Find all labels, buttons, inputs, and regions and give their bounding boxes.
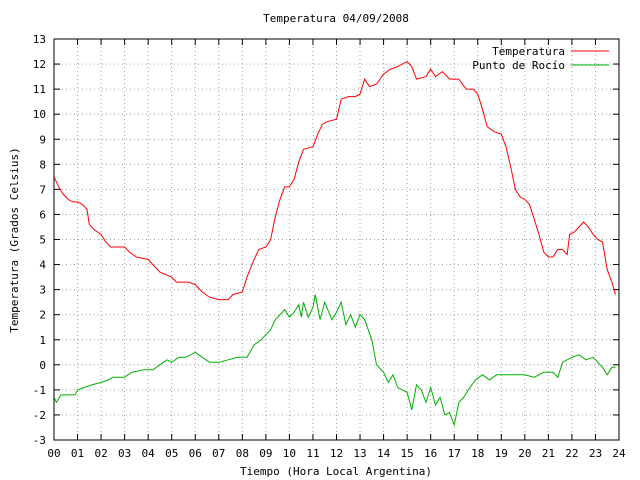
- x-tick-label: 12: [330, 447, 343, 460]
- x-tick-label: 22: [565, 447, 578, 460]
- x-tick-label: 19: [495, 447, 508, 460]
- x-tick-label: 07: [212, 447, 225, 460]
- x-tick-label: 20: [518, 447, 531, 460]
- y-tick-label: 13: [33, 33, 46, 46]
- y-tick-label: 11: [33, 83, 46, 96]
- y-tick-label: -3: [33, 434, 46, 447]
- x-tick-label: 24: [612, 447, 626, 460]
- x-tick-label: 23: [589, 447, 602, 460]
- y-tick-label: -2: [33, 409, 46, 422]
- y-tick-label: 3: [39, 284, 46, 297]
- x-tick-label: 11: [306, 447, 319, 460]
- y-tick-label: 7: [39, 183, 46, 196]
- y-axis-label: Temperatura (Grados Celsius): [8, 147, 21, 332]
- x-tick-label: 13: [353, 447, 366, 460]
- x-tick-label: 00: [47, 447, 60, 460]
- y-tick-label: 6: [39, 208, 46, 221]
- chart-title: Temperatura 04/09/2008: [263, 12, 409, 25]
- x-tick-label: 14: [377, 447, 391, 460]
- x-tick-label: 18: [471, 447, 484, 460]
- legend-label: Punto de Rocío: [472, 59, 565, 72]
- series-line-temperatura: [53, 60, 616, 301]
- series-layer: [53, 60, 616, 427]
- y-tick-label: 0: [39, 359, 46, 372]
- plot-frame: [53, 38, 620, 441]
- y-tick-label: -1: [33, 384, 46, 397]
- x-tick-label: 21: [542, 447, 555, 460]
- x-tick-label: 06: [189, 447, 202, 460]
- grid-layer: [54, 39, 619, 440]
- x-tick-label: 02: [94, 447, 107, 460]
- x-tick-label: 04: [142, 447, 156, 460]
- legend-label: Temperatura: [492, 45, 565, 58]
- x-tick-label: 15: [401, 447, 414, 460]
- y-tick-label: 8: [39, 158, 46, 171]
- y-tick-label: 10: [33, 108, 46, 121]
- y-tick-label: 5: [39, 234, 46, 247]
- x-tick-label: 10: [283, 447, 296, 460]
- x-tick-label: 16: [424, 447, 437, 460]
- y-tick-label: 12: [33, 58, 46, 71]
- x-tick-label: 01: [71, 447, 84, 460]
- x-tick-label: 08: [236, 447, 249, 460]
- y-tick-label: 4: [39, 259, 46, 272]
- y-tick-label: 9: [39, 133, 46, 146]
- x-tick-label: 09: [259, 447, 272, 460]
- series-line-punto-de-rocio: [53, 294, 616, 427]
- x-axis-label: Tiempo (Hora Local Argentina): [240, 465, 432, 478]
- y-tick-label: 2: [39, 309, 46, 322]
- y-tick-label: 1: [39, 334, 46, 347]
- x-tick-label: 05: [165, 447, 178, 460]
- x-tick-label: 17: [448, 447, 461, 460]
- x-tick-label: 03: [118, 447, 131, 460]
